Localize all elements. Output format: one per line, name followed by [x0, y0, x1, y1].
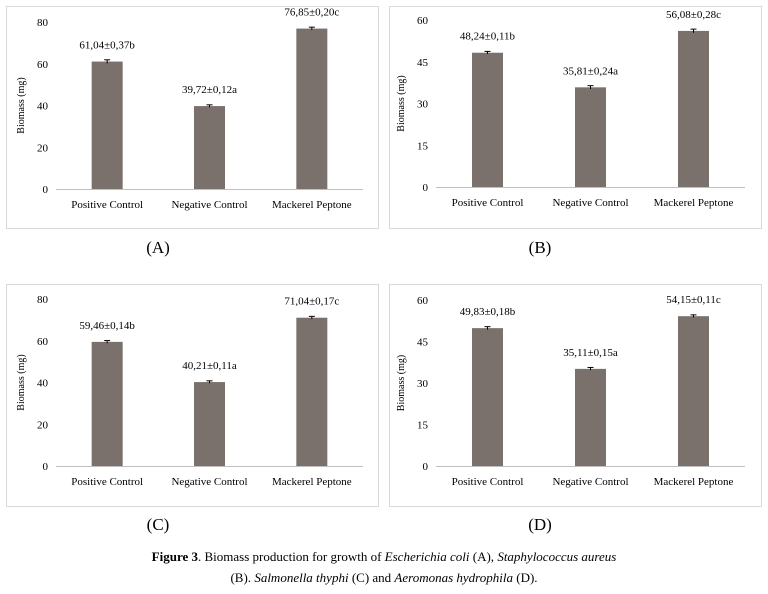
- caption-species: Escherichia coli: [384, 549, 470, 564]
- caption-text: (A),: [469, 549, 498, 564]
- panel-letter: (C): [146, 515, 170, 534]
- caption-species: Staphylococcus aureus: [497, 549, 617, 564]
- chart-panel: [6, 6, 379, 229]
- figure-caption: Figure 3. Biomass production for growth …: [0, 546, 768, 588]
- caption-text: (C) and: [348, 570, 395, 585]
- caption-text: (B).: [230, 570, 255, 585]
- panel-letter: (A): [146, 238, 170, 257]
- caption-text: . Biomass production for growth of: [198, 549, 385, 564]
- caption-species: Aeromonas hydrophila: [394, 570, 513, 585]
- panel-letter: (D): [528, 515, 552, 534]
- caption-text: (D).: [512, 570, 538, 585]
- caption-species: Salmonella thyphi: [254, 570, 349, 585]
- chart-panel: [389, 284, 762, 507]
- caption-label: Figure 3: [151, 549, 198, 564]
- chart-panel: [389, 6, 762, 229]
- chart-panel: [6, 284, 379, 507]
- panel-letter: (B): [528, 238, 552, 257]
